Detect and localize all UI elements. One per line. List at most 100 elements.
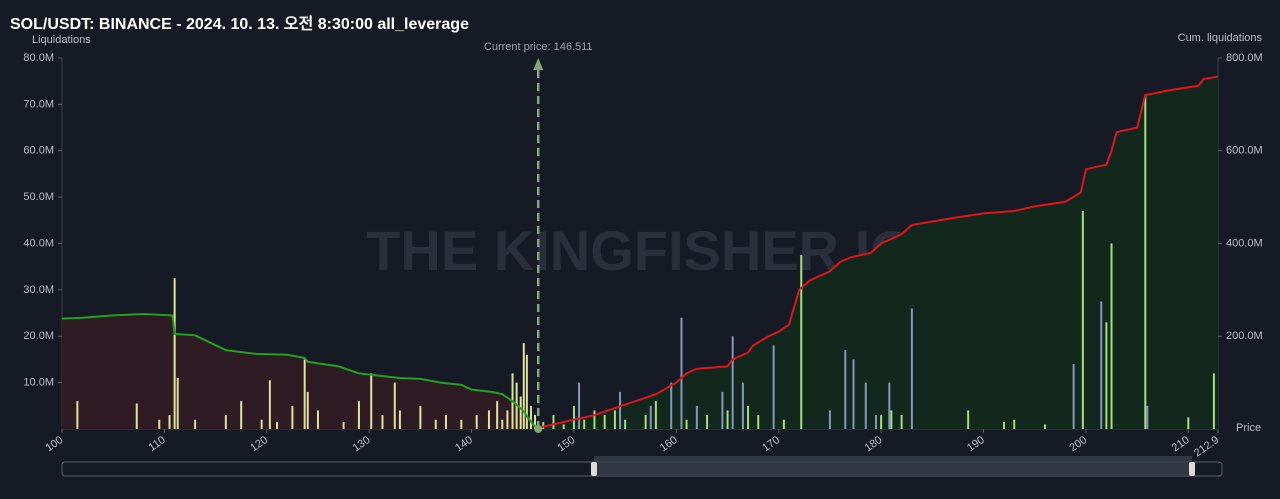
liquidation-bar (644, 415, 647, 429)
y-tick-label: 60.0M (23, 145, 54, 157)
liquidation-bar (522, 343, 525, 429)
y2-tick-label: 800.0M (1226, 52, 1263, 64)
liquidation-bar (168, 415, 171, 429)
liquidation-bar (1100, 301, 1103, 429)
liquidation-bar (731, 336, 734, 429)
liquidation-bar (501, 419, 504, 429)
y2-tick-label: 400.0M (1226, 237, 1263, 249)
liquidation-bar (370, 373, 373, 429)
liquidation-bar (381, 415, 384, 429)
area-layer (62, 76, 1218, 429)
liquidation-bar (1187, 417, 1190, 429)
liquidation-bar (303, 359, 306, 429)
liquidation-bar (844, 350, 847, 429)
y-tick-label: 50.0M (23, 191, 54, 203)
y-tick-label: 70.0M (23, 98, 54, 110)
liquidation-bar (1105, 322, 1108, 429)
liquidation-bar (910, 308, 913, 429)
liquidation-bar (542, 422, 545, 429)
liquidation-bar (747, 405, 750, 429)
liquidation-bar (357, 401, 360, 429)
liquidation-bar (654, 401, 657, 429)
y-tick-label: 30.0M (23, 284, 54, 296)
scroll-handle-right[interactable] (1189, 462, 1195, 476)
liquidation-bar (670, 382, 673, 429)
y2-axis-label: Cum. liquidations (1178, 32, 1263, 44)
watermark: THE KINGFISHER.IO (366, 219, 914, 282)
liquidation-bar (534, 415, 537, 429)
scroll-window[interactable] (594, 456, 1192, 476)
liquidation-bar (852, 359, 855, 429)
liquidation-bar (444, 415, 447, 429)
liquidation-bar (619, 391, 622, 429)
liquidation-bar (291, 405, 294, 429)
liquidation-bar (76, 401, 79, 429)
y-tick-label: 10.0M (23, 377, 54, 389)
scroll-handle-left[interactable] (591, 462, 597, 476)
current-price-dot (534, 425, 543, 433)
liquidation-bar (1110, 243, 1113, 429)
liquidation-bar (496, 401, 499, 429)
liquidation-bar (419, 405, 422, 429)
liquidation-bar (757, 415, 760, 429)
y-axis-label: Liquidations (32, 34, 91, 46)
liquidation-bar (475, 415, 478, 429)
liquidation-bar (685, 419, 688, 429)
liquidation-bar (649, 405, 652, 429)
liquidation-bar (158, 419, 161, 429)
liquidation-bar (1072, 364, 1075, 429)
liquidation-bar (726, 410, 729, 429)
liquidation-bar (680, 317, 683, 429)
liquidation-bar (552, 415, 555, 429)
liquidation-bar (135, 403, 138, 429)
liquidation-bar (613, 410, 616, 429)
liquidation-bar (578, 382, 581, 429)
x-axis-label: Price (1236, 422, 1261, 434)
liquidation-bar (1013, 419, 1016, 429)
liquidation-bar (194, 419, 197, 429)
liquidation-bar (260, 419, 263, 429)
liquidation-bar (1081, 211, 1084, 429)
liquidation-bar (1043, 424, 1046, 429)
liquidation-bar (398, 410, 401, 429)
liquidation-bar (240, 401, 243, 429)
liquidation-bar (624, 419, 627, 429)
liquidation-bar (1003, 422, 1006, 429)
liquidation-bar (900, 415, 903, 429)
liquidation-bar (173, 278, 176, 429)
liquidation-bar (890, 410, 893, 429)
liquidation-bar (519, 396, 522, 429)
cum-area (62, 314, 539, 429)
bar-layer (76, 95, 1215, 429)
liquidation-bar (583, 419, 586, 429)
liquidation-bar (772, 345, 775, 429)
liquidation-bar (864, 382, 867, 429)
liquidation-bar (880, 415, 883, 429)
liquidation-bar (800, 255, 803, 429)
liquidation-bar (487, 410, 490, 429)
liquidation-bar (1144, 95, 1147, 429)
liquidation-bar (603, 415, 606, 429)
liquidation-bar (525, 354, 528, 429)
current-price-label: Current price: 146.511 (484, 41, 593, 53)
liquidation-bar (460, 419, 463, 429)
cum-area (538, 76, 1218, 429)
chart-title: SOL/USDT: BINANCE - 2024. 10. 13. 오전 8:3… (10, 15, 469, 33)
liquidation-bar (572, 405, 575, 429)
y-tick-label: 40.0M (23, 237, 54, 249)
liquidation-bar (1212, 373, 1215, 429)
cum-line (537, 75, 1219, 430)
liquidation-bar (828, 410, 831, 429)
plot: 10.0M 20.0M 30.0M 40.0M 50.0M 60.0M 70.0M 80.0M… (23, 41, 1262, 460)
liquidation-bar (593, 410, 596, 429)
liquidation-bar (875, 415, 878, 429)
current-price-arrow (533, 58, 544, 70)
liquidation-bar (176, 377, 179, 429)
liquidation-bar (316, 410, 319, 429)
liquidation-bar (434, 419, 437, 429)
cum-line (61, 312, 539, 430)
y-tick-label: 20.0M (23, 330, 54, 342)
liquidation-bar (342, 422, 345, 429)
